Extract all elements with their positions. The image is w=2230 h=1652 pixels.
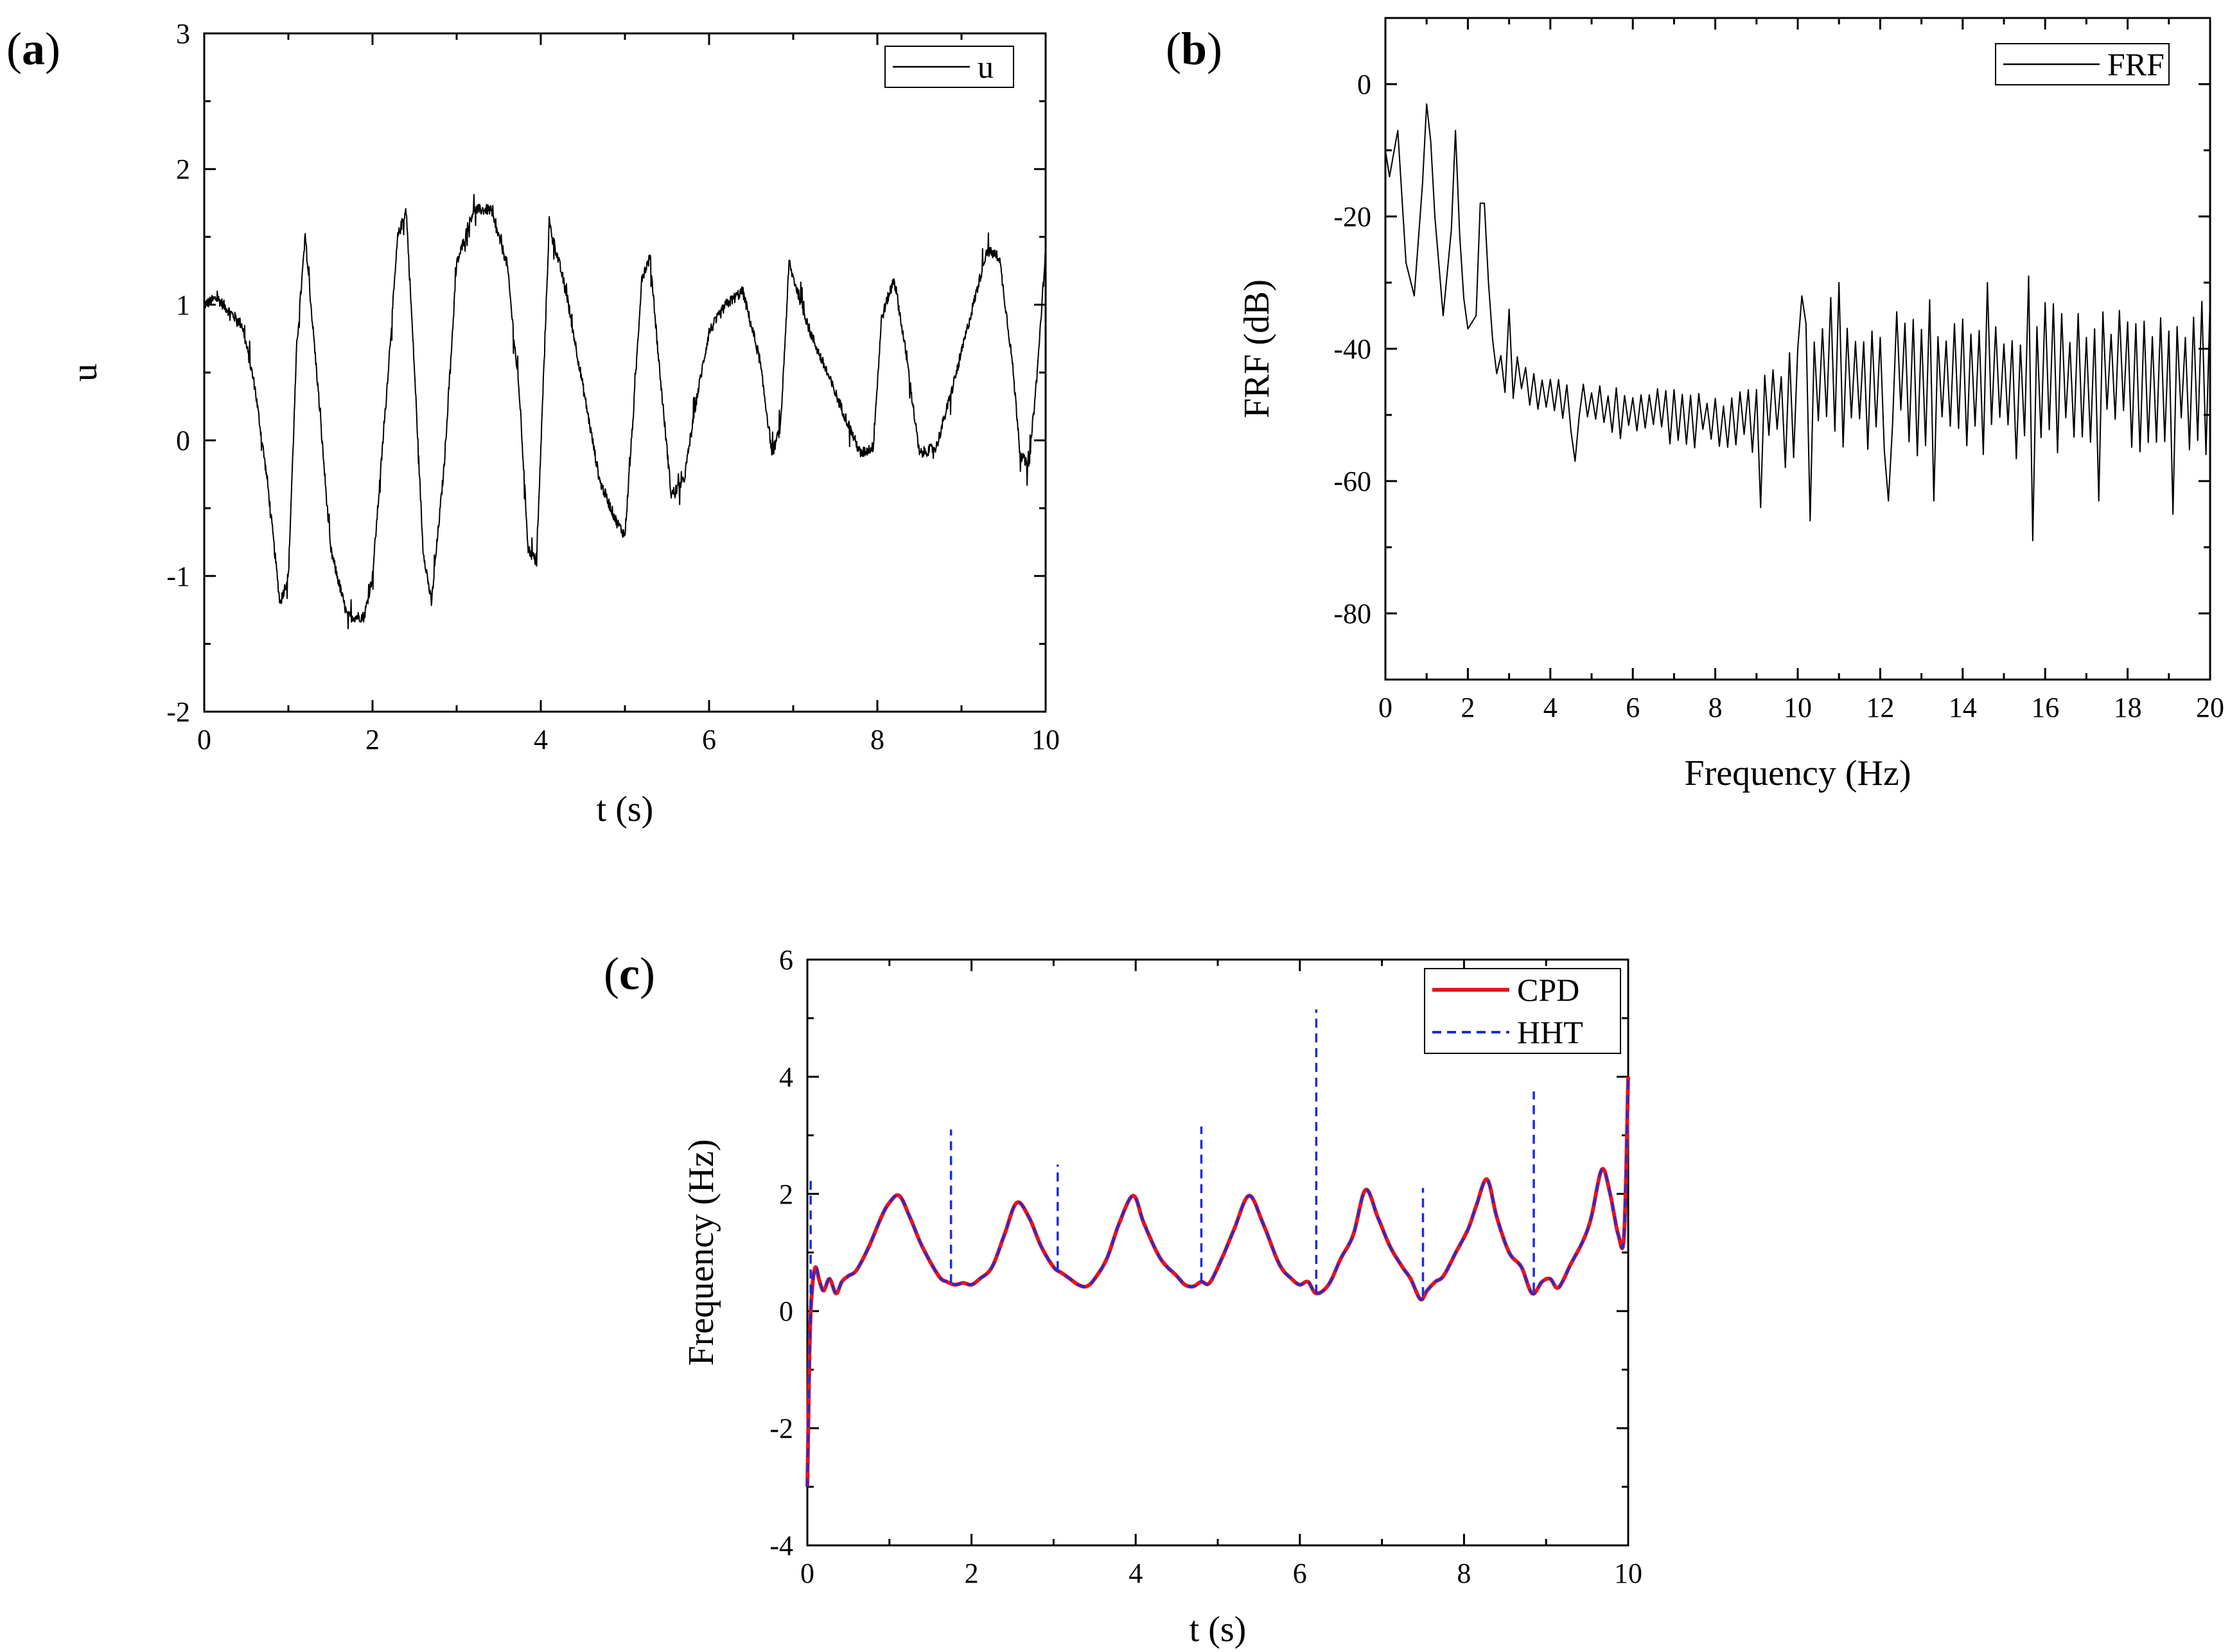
y-tick-label: -2 [769,1413,793,1445]
legend-label-cpd: CPD [1517,972,1579,1008]
x-tick-label: 14 [1949,692,1977,723]
x-tick-label: 8 [1457,1558,1471,1589]
panel-a-open: ( [6,23,22,75]
x-tick-label: 18 [2114,692,2142,723]
x-tick-label: 6 [702,724,716,755]
legend: CPD HHT [1425,969,1620,1053]
legend-label-u: u [978,49,994,85]
x-tick-label: 0 [197,724,211,755]
series-cpd-line [807,1076,1628,1486]
x-axis-label: t (s) [1190,1610,1247,1649]
panel-a-letter: a [22,23,45,75]
y-tick-label: 4 [779,1061,793,1093]
panel-c-label: (c) [604,948,655,999]
x-axis-label: t (s) [597,789,654,829]
panel-c-letter: c [619,948,640,999]
series-u-line [204,195,1046,629]
legend-label-frf: FRF [2107,46,2164,82]
panel-b-open: ( [1166,23,1181,75]
x-tick-label: 0 [800,1558,814,1589]
chart-c: 0 2 4 6 8 10 -4 -2 0 2 4 6 t (s) Frequency (Hz) CPD HHT [681,944,1642,1649]
x-tick-label: 6 [1293,1558,1307,1589]
x-tick-label: 4 [534,724,548,755]
y-tick-label: 3 [176,18,190,49]
y-axis-label: u [65,364,105,382]
x-tick-label: 8 [870,724,884,755]
x-tick-label: 2 [1461,692,1475,723]
y-tick-label: 2 [779,1179,793,1210]
x-axis-label: Frequency (Hz) [1685,753,1911,793]
y-tick-label: -40 [1333,333,1371,365]
figure-canvas: (a) (b) (c) 0 2 4 6 8 10-2-10123t (s)uu 02468… [0,0,2230,1652]
chart-a: 0 2 4 6 8 10 -2 -1 0 1 2 3 t (s) u u [65,18,1060,829]
y-axis-label: Frequency (Hz) [681,1139,721,1366]
y-tick-label: -1 [166,561,190,592]
y-tick-label: -60 [1333,466,1371,497]
x-tick-label: 2 [365,724,380,755]
x-tick-label: 4 [1128,1558,1143,1589]
legend: u [885,46,1014,87]
y-tick-label: 1 [176,289,190,321]
y-tick-label: -80 [1333,598,1371,629]
y-axis-label: FRF (dB) [1237,279,1277,418]
x-tick-label: 4 [1543,692,1558,723]
chart-b: 0 2 4 6 8 10 12 14 16 18 20 -80 -60 -40 -20 0 Frequency … [1237,18,2224,793]
panel-a-close: ) [45,23,60,75]
y-tick-label: 0 [176,425,190,457]
panel-c-close: ) [640,948,655,999]
y-tick-label: 0 [779,1296,793,1327]
x-tick-label: 6 [1626,692,1640,723]
legend-label-hht: HHT [1517,1014,1583,1050]
panel-b-label: (b) [1166,23,1222,75]
y-tick-label: 6 [779,944,793,976]
panel-b-letter: b [1181,23,1207,75]
x-tick-label: 10 [1614,1558,1642,1589]
series-frf-line [1385,104,2210,541]
x-tick-label: 16 [2031,692,2059,723]
y-tick-label: 0 [1357,69,1371,100]
x-tick-label: 10 [1784,692,1812,723]
y-tick-label: -20 [1333,201,1371,233]
y-tick-label: -4 [769,1530,793,1561]
panel-c-open: ( [604,948,619,999]
x-tick-label: 12 [1866,692,1894,723]
panel-b-close: ) [1207,23,1222,75]
x-tick-label: 10 [1032,724,1060,755]
legend: FRF [1996,44,2169,85]
series-hht-line [807,1076,1628,1486]
plot-frame [204,33,1046,712]
x-tick-label: 8 [1708,692,1723,723]
panel-a-label: (a) [6,23,60,75]
y-tick-label: 2 [176,154,190,185]
x-tick-label: 20 [2196,692,2224,723]
x-tick-label: 2 [965,1558,979,1589]
x-tick-label: 0 [1378,692,1392,723]
y-tick-label: -2 [166,696,190,728]
